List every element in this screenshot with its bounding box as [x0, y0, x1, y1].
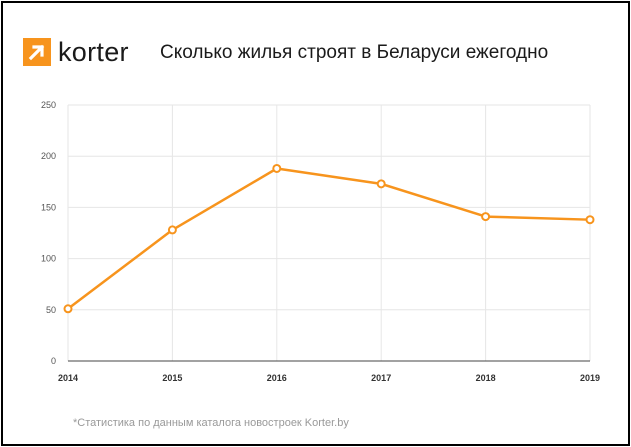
y-tick-label: 0: [51, 356, 56, 366]
gridlines: [67, 104, 591, 361]
y-tick-label: 200: [41, 151, 56, 161]
x-tick-label: 2015: [162, 373, 182, 383]
chart-title: Сколько жилья строят в Беларуси ежегодно: [160, 42, 549, 63]
data-point: [272, 163, 282, 173]
x-tick-label: 2017: [371, 373, 391, 383]
footnote: *Статистика по данным каталога новострое…: [73, 417, 349, 429]
korter-logo: korter: [23, 37, 129, 67]
y-tick-label: 250: [41, 100, 56, 110]
arrow-icon: [23, 38, 51, 66]
y-tick-label: 150: [41, 202, 56, 212]
data-point: [376, 179, 386, 189]
data-point: [63, 304, 73, 314]
x-tick-label: 2016: [267, 373, 287, 383]
x-tick-label: 2018: [476, 373, 496, 383]
data-point: [585, 215, 595, 225]
y-tick-label: 50: [46, 305, 56, 315]
series-line: [67, 167, 591, 310]
y-axis-ticks: 0 50 100 150 200 250: [41, 100, 56, 366]
x-tick-label: 2014: [58, 373, 78, 383]
data-point: [481, 212, 491, 222]
x-axis-ticks: 2014 2015 2016 2017 2018 2019: [58, 373, 600, 383]
data-point: [167, 225, 177, 235]
x-tick-label: 2019: [580, 373, 600, 383]
y-tick-label: 100: [41, 254, 56, 264]
logo-text: korter: [58, 37, 129, 67]
data-points: [63, 163, 595, 314]
